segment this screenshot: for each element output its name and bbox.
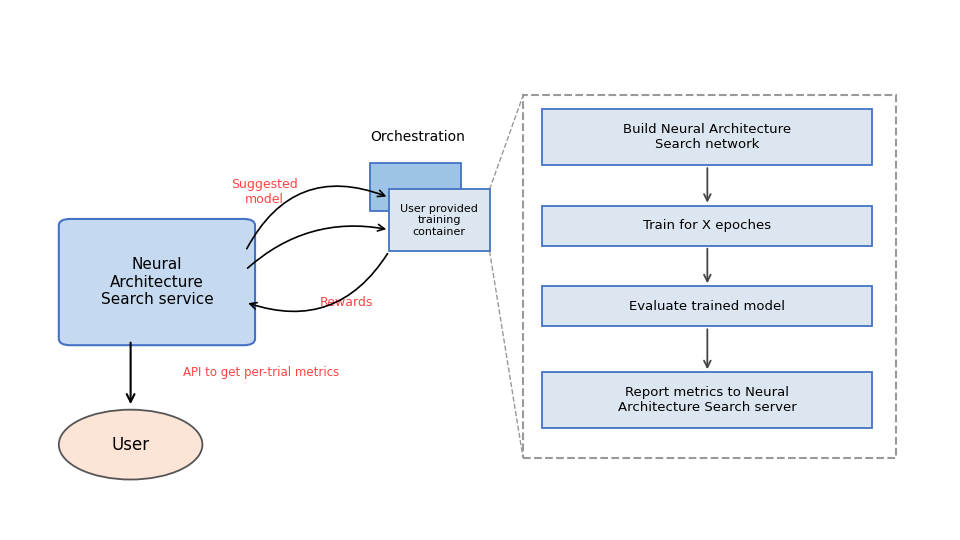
Text: Build Neural Architecture
Search network: Build Neural Architecture Search network xyxy=(623,123,791,151)
Text: Evaluate trained model: Evaluate trained model xyxy=(630,300,785,313)
Text: API to get per-trial metrics: API to get per-trial metrics xyxy=(183,366,340,379)
Text: Train for X epoches: Train for X epoches xyxy=(643,219,772,232)
Text: Orchestration: Orchestration xyxy=(371,130,466,144)
FancyBboxPatch shape xyxy=(542,206,873,246)
Text: User: User xyxy=(111,436,150,454)
Ellipse shape xyxy=(59,410,203,480)
Text: User provided
training
container: User provided training container xyxy=(400,204,478,237)
Text: Suggested
model: Suggested model xyxy=(231,178,298,206)
FancyBboxPatch shape xyxy=(389,190,490,251)
FancyBboxPatch shape xyxy=(370,163,461,211)
Text: Rewards: Rewards xyxy=(320,296,372,309)
Text: Neural
Architecture
Search service: Neural Architecture Search service xyxy=(101,257,213,307)
Text: Report metrics to Neural
Architecture Search server: Report metrics to Neural Architecture Se… xyxy=(618,386,797,414)
FancyBboxPatch shape xyxy=(542,372,873,428)
FancyBboxPatch shape xyxy=(542,286,873,326)
FancyBboxPatch shape xyxy=(59,219,255,345)
FancyBboxPatch shape xyxy=(542,109,873,165)
